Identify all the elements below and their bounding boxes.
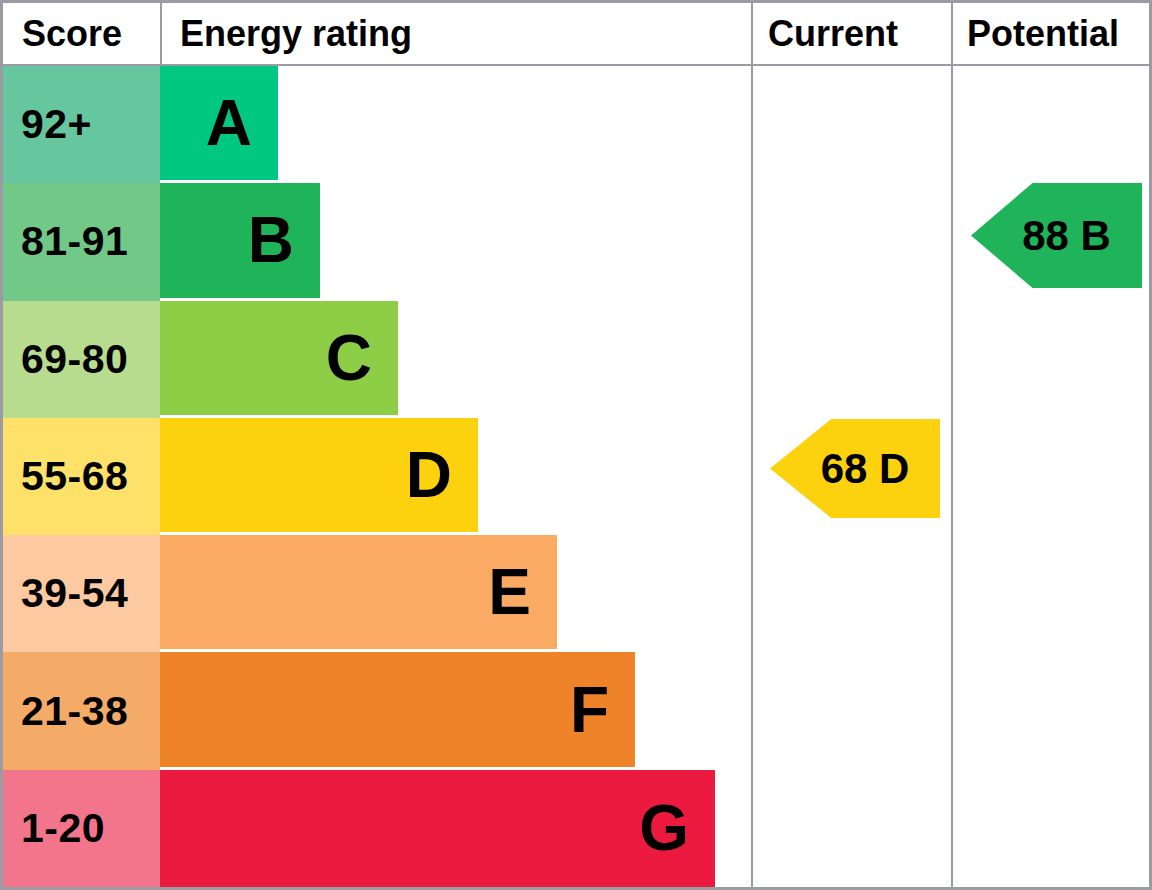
band-row-c: 69-80 C [3,301,1149,418]
band-f-grade-letter: F [570,678,609,742]
band-row-g: 1-20 G [3,770,1149,887]
current-column-divider [751,3,753,887]
band-c-bar: C [160,301,398,415]
score-column-header: Score [22,13,122,55]
potential-column-divider [951,3,953,887]
current-column-header: Current [768,13,898,55]
band-g-bar: G [160,770,715,887]
band-a-bar: A [160,66,278,180]
band-a-score-label: 92+ [21,101,92,148]
band-row-e: 39-54 E [3,535,1149,652]
band-row-d: 55-68 D [3,418,1149,535]
band-c-grade-letter: C [326,326,372,390]
band-d-bar: D [160,418,478,532]
band-d-score-label: 55-68 [21,453,128,500]
band-d-grade-letter: D [406,443,452,507]
header-row: Score Energy rating Current Potential [3,3,1149,66]
score-rating-divider [160,3,162,64]
band-e-score-cell: 39-54 [3,535,160,652]
band-rows: 92+ A 81-91 B 69-80 C 55-68 D 39-54 E 21… [3,66,1149,887]
band-row-a: 92+ A [3,66,1149,183]
energy-rating-column-header: Energy rating [180,13,412,55]
band-g-grade-letter: G [639,796,689,860]
band-e-score-label: 39-54 [21,570,128,617]
band-c-score-cell: 69-80 [3,301,160,418]
band-g-score-label: 1-20 [21,805,105,852]
band-b-grade-letter: B [248,208,294,272]
band-g-score-cell: 1-20 [3,770,160,887]
band-row-f: 21-38 F [3,652,1149,769]
band-a-grade-letter: A [206,91,252,155]
band-row-b: 81-91 B [3,183,1149,300]
band-e-bar: E [160,535,557,649]
band-b-score-label: 81-91 [21,218,128,265]
band-e-grade-letter: E [488,560,531,624]
band-b-bar: B [160,183,320,297]
band-b-score-cell: 81-91 [3,183,160,300]
band-f-score-cell: 21-38 [3,652,160,769]
band-d-score-cell: 55-68 [3,418,160,535]
band-f-bar: F [160,652,635,766]
band-c-score-label: 69-80 [21,336,128,383]
band-f-score-label: 21-38 [21,688,128,735]
potential-column-header: Potential [967,13,1119,55]
band-a-score-cell: 92+ [3,66,160,183]
epc-rating-chart: Score Energy rating Current Potential 92… [0,0,1152,890]
